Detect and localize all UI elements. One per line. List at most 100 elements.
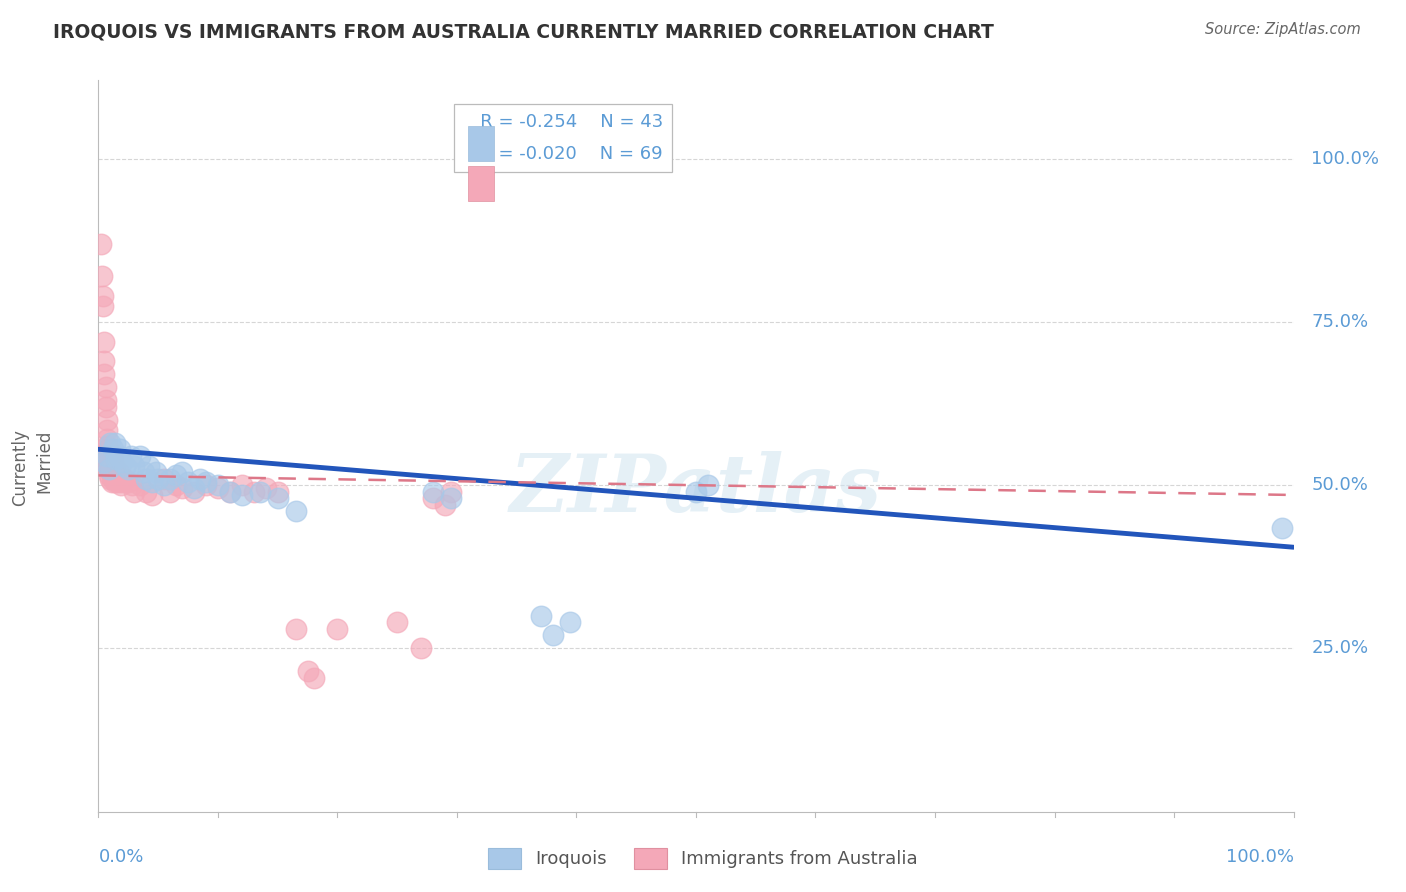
- Point: [124, 458, 146, 473]
- Point: [138, 458, 160, 473]
- Point: [94, 400, 117, 414]
- Point: [165, 478, 187, 492]
- Point: [98, 452, 122, 467]
- Point: [159, 484, 181, 499]
- Point: [111, 475, 134, 489]
- FancyBboxPatch shape: [468, 126, 494, 161]
- Point: [254, 482, 277, 496]
- Text: 50.0%: 50.0%: [1312, 476, 1368, 494]
- Point: [267, 491, 290, 506]
- Point: [96, 413, 118, 427]
- Point: [249, 484, 271, 499]
- Point: [434, 498, 457, 512]
- Point: [141, 488, 163, 502]
- Point: [104, 475, 127, 489]
- Point: [98, 472, 122, 486]
- Point: [91, 289, 114, 303]
- Point: [100, 475, 122, 489]
- Point: [231, 488, 253, 502]
- Point: [129, 449, 152, 463]
- Point: [530, 608, 553, 623]
- Point: [108, 442, 131, 457]
- Point: [141, 475, 163, 489]
- Point: [97, 442, 120, 457]
- Point: [98, 462, 122, 476]
- Point: [385, 615, 409, 630]
- Point: [159, 472, 181, 486]
- Point: [110, 478, 132, 492]
- Text: R = -0.254    N = 43
   R = -0.020    N = 69: R = -0.254 N = 43 R = -0.020 N = 69: [463, 113, 664, 163]
- Point: [93, 455, 115, 469]
- Point: [107, 449, 129, 463]
- Text: 0.0%: 0.0%: [98, 847, 143, 865]
- Point: [422, 491, 444, 506]
- Point: [97, 452, 120, 467]
- Point: [231, 478, 253, 492]
- Point: [302, 671, 325, 685]
- Text: 100.0%: 100.0%: [1312, 150, 1379, 168]
- Point: [207, 482, 229, 496]
- Text: 100.0%: 100.0%: [1226, 847, 1294, 865]
- Point: [101, 472, 124, 486]
- Point: [108, 472, 131, 486]
- Legend: Iroquois, Immigrants from Australia: Iroquois, Immigrants from Australia: [481, 840, 925, 876]
- Point: [96, 458, 118, 473]
- Point: [104, 465, 127, 479]
- Point: [117, 475, 139, 489]
- Point: [132, 465, 155, 479]
- Point: [685, 484, 707, 499]
- Point: [111, 455, 134, 469]
- Point: [440, 491, 463, 506]
- Point: [114, 472, 136, 486]
- Point: [411, 641, 433, 656]
- Point: [96, 449, 118, 463]
- Text: Source: ZipAtlas.com: Source: ZipAtlas.com: [1205, 22, 1361, 37]
- Point: [98, 462, 121, 476]
- Point: [96, 439, 118, 453]
- Point: [104, 435, 127, 450]
- Point: [148, 472, 170, 486]
- Point: [98, 435, 122, 450]
- Point: [440, 484, 463, 499]
- Text: IROQUOIS VS IMMIGRANTS FROM AUSTRALIA CURRENTLY MARRIED CORRELATION CHART: IROQUOIS VS IMMIGRANTS FROM AUSTRALIA CU…: [53, 22, 994, 41]
- Point: [165, 468, 187, 483]
- Point: [541, 628, 564, 642]
- Point: [121, 478, 143, 492]
- Point: [105, 452, 128, 467]
- Point: [96, 433, 118, 447]
- Point: [96, 423, 118, 437]
- Point: [101, 442, 124, 457]
- Point: [135, 484, 157, 499]
- Point: [90, 236, 112, 251]
- Point: [93, 367, 115, 381]
- Point: [120, 449, 142, 463]
- Point: [101, 452, 124, 467]
- Point: [188, 472, 211, 486]
- Point: [101, 462, 124, 476]
- Point: [124, 484, 146, 499]
- Point: [297, 665, 319, 679]
- Point: [97, 462, 120, 476]
- Point: [93, 354, 115, 368]
- Point: [96, 449, 118, 463]
- Point: [100, 455, 122, 469]
- Point: [103, 458, 125, 473]
- Point: [153, 478, 176, 492]
- Point: [114, 458, 136, 473]
- Point: [697, 478, 720, 492]
- Point: [98, 449, 121, 463]
- Point: [207, 478, 229, 492]
- Point: [183, 484, 205, 499]
- Text: ZIPatlas: ZIPatlas: [510, 451, 882, 529]
- Point: [94, 380, 117, 394]
- Point: [219, 484, 242, 499]
- Point: [93, 334, 115, 349]
- Point: [326, 622, 349, 636]
- Point: [153, 472, 176, 486]
- Point: [129, 478, 152, 492]
- Point: [94, 393, 117, 408]
- Point: [103, 468, 125, 483]
- Point: [284, 504, 307, 518]
- Text: 75.0%: 75.0%: [1312, 313, 1368, 331]
- Point: [172, 465, 194, 479]
